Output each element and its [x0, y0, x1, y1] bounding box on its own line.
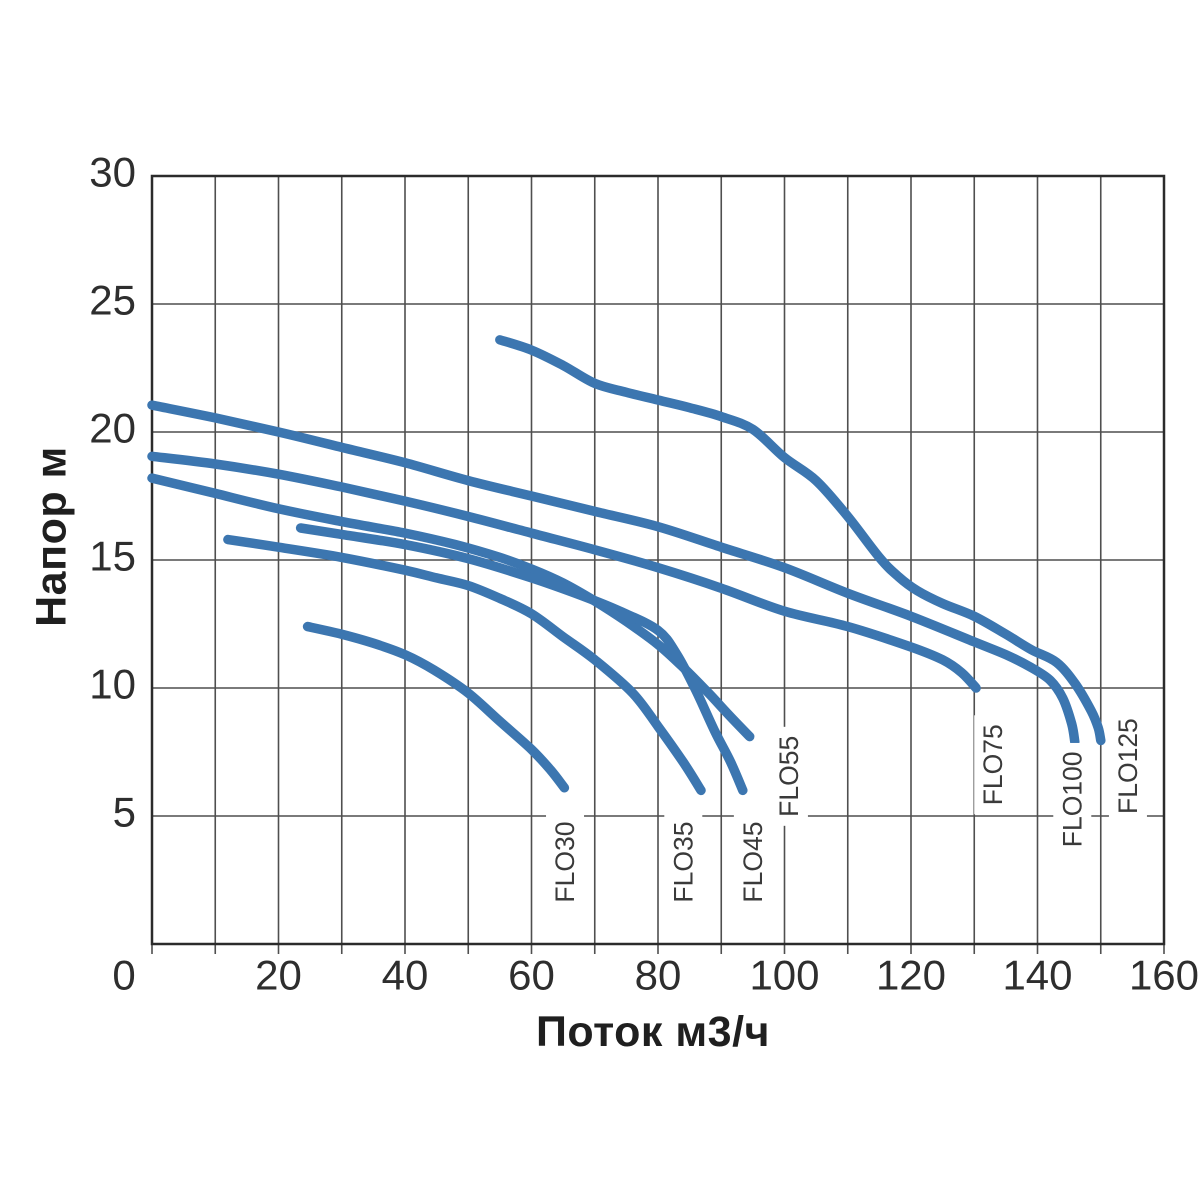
curve-label-box	[769, 726, 808, 826]
x-tick-label-20: 20	[255, 952, 302, 999]
curve-label-FLO55: FLO55	[774, 736, 804, 817]
curve-label-group-FLO55: FLO55	[769, 726, 808, 826]
y-tick-label-10: 10	[89, 661, 136, 708]
curve-label-group-FLO30: FLO30	[546, 812, 585, 912]
plot-border	[150, 174, 1166, 946]
y-axis-title: Напор м	[27, 446, 76, 627]
curve-label-group-FLO35: FLO35	[664, 812, 703, 912]
y-tick-label-20: 20	[89, 405, 136, 452]
x-tick-label-60: 60	[508, 952, 555, 999]
y-tick-label-5: 5	[113, 789, 136, 836]
curve-FLO45	[295, 523, 748, 796]
x-tick-label-80: 80	[635, 952, 682, 999]
curve-label-box	[1108, 709, 1147, 823]
y-tick-label-15: 15	[89, 533, 136, 580]
x-tick-label-40: 40	[382, 952, 429, 999]
curve-label-group-FLO100: FLO100	[1053, 742, 1092, 856]
curve-label-FLO45: FLO45	[738, 822, 768, 903]
y-tick-label-30: 30	[89, 149, 136, 196]
x-tick-label-0: 0	[112, 952, 135, 999]
curve-label-FLO35: FLO35	[668, 822, 698, 903]
x-axis-title: Поток м3/ч	[536, 1008, 770, 1056]
curve-label-box	[664, 812, 703, 912]
curve-label-group-FLO75: FLO75	[974, 715, 1013, 815]
curve-FLO125	[495, 335, 1106, 746]
curve-label-FLO30: FLO30	[550, 822, 580, 903]
curve-FLO35	[223, 534, 706, 796]
curve-FLO30	[302, 621, 570, 793]
curve-FLO75	[147, 451, 981, 693]
curve-label-group-FLO45: FLO45	[733, 812, 772, 912]
curve-FLO100	[147, 400, 1080, 747]
x-tick-label-140: 140	[1002, 952, 1072, 999]
y-tick-label-25: 25	[89, 277, 136, 324]
curve-label-box	[974, 715, 1013, 815]
curve-label-box	[733, 812, 772, 912]
x-tick-label-160: 160	[1129, 952, 1199, 999]
curve-label-box	[546, 812, 585, 912]
curve-label-box	[1053, 742, 1092, 856]
curve-label-FLO125: FLO125	[1113, 718, 1143, 814]
curve-label-FLO100: FLO100	[1057, 751, 1087, 847]
x-tick-label-100: 100	[749, 952, 819, 999]
x-tick-label-120: 120	[876, 952, 946, 999]
curve-label-FLO75: FLO75	[978, 724, 1008, 805]
curve-label-group-FLO125: FLO125	[1108, 709, 1147, 823]
